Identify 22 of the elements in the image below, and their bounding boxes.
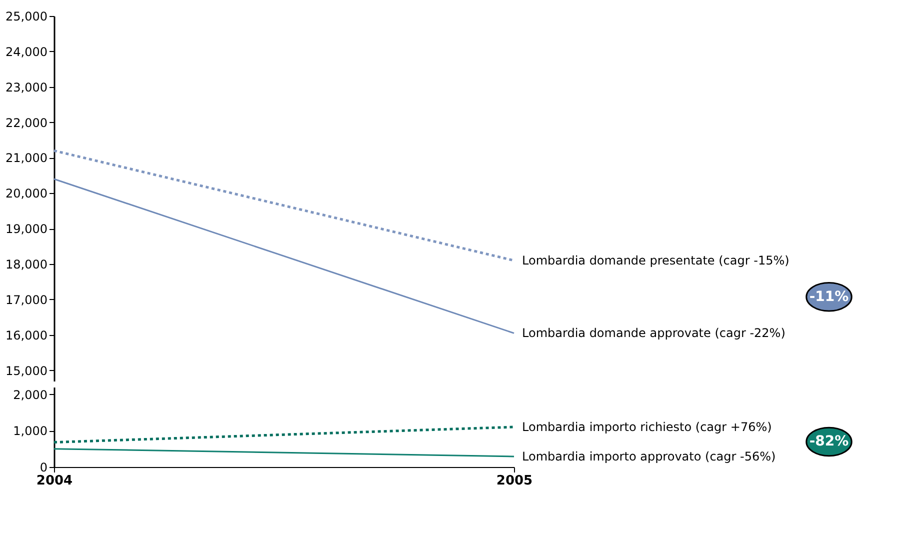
x-tick-label: 2005: [496, 474, 533, 488]
y-tick-label: 19,000: [6, 222, 48, 236]
y-tick-label: 20,000: [6, 186, 48, 201]
y-tick-label: 1,000: [13, 424, 48, 438]
y-tick-label: 17,000: [6, 292, 48, 307]
series-label: Lombardia domande approvate (cagr -22%): [522, 326, 786, 340]
y-tick-label: 18,000: [6, 258, 48, 272]
y-tick-label: 2,000: [13, 388, 48, 402]
y-tick-label: 16,000: [6, 328, 48, 342]
series-label: Lombardia importo richiesto (cagr +76%): [522, 420, 772, 434]
y-tick-label: 21,000: [6, 151, 48, 166]
text: -82%: [809, 434, 849, 450]
y-tick-label: 25,000: [6, 10, 48, 24]
text: -11%: [809, 288, 849, 305]
series-label: Lombardia importo approvato (cagr -56%): [522, 449, 776, 464]
y-tick-label: 24,000: [6, 44, 48, 59]
x-tick-label: 2004: [36, 474, 73, 488]
y-tick-label: 15,000: [6, 364, 48, 378]
series-label: Lombardia domande presentate (cagr -15%): [522, 254, 790, 268]
y-tick-label: 0: [40, 460, 48, 474]
y-tick-label: 23,000: [6, 80, 48, 94]
y-tick-label: 22,000: [6, 116, 48, 130]
